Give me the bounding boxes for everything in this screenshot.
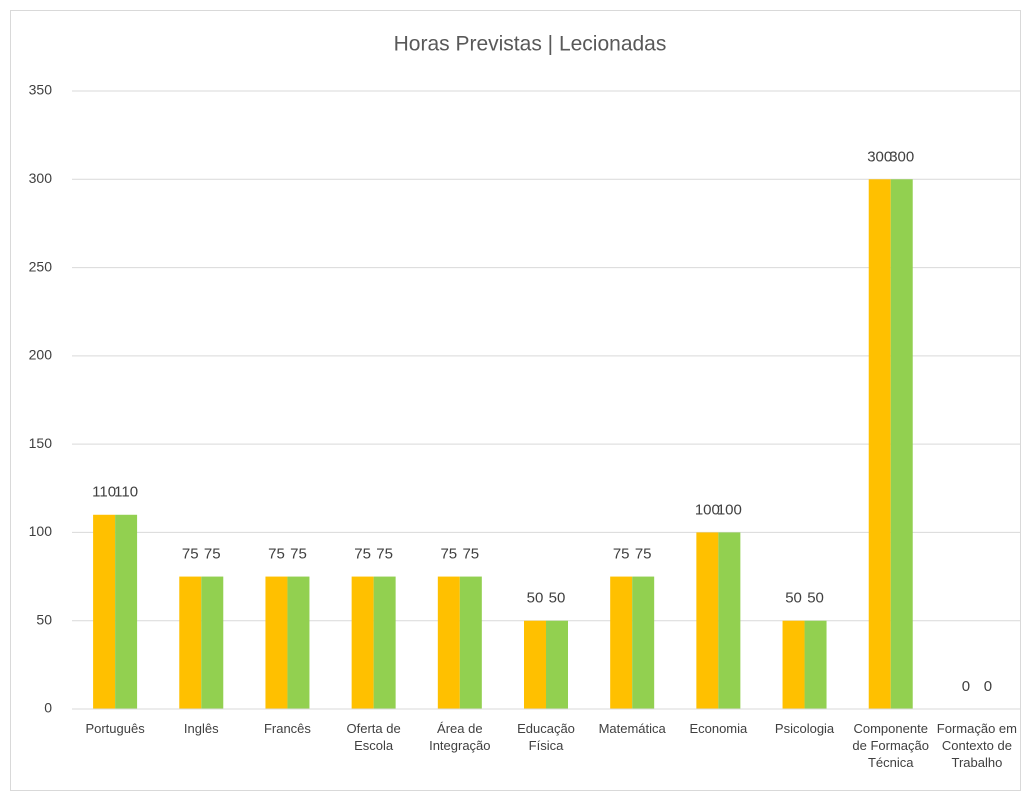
data-label: 0 (962, 678, 970, 695)
y-tick-label: 0 (44, 700, 52, 716)
x-tick-label: Oferta de Escola (346, 721, 401, 753)
y-tick-label: 250 (29, 258, 53, 274)
data-label: 110 (114, 484, 138, 501)
bar (201, 576, 224, 709)
data-label: 110 (92, 484, 116, 501)
bar (718, 532, 741, 709)
data-label: 75 (462, 546, 479, 563)
y-tick-label: 100 (29, 523, 53, 539)
chart-border (10, 10, 1021, 791)
data-label: 75 (354, 546, 371, 563)
bar (351, 576, 374, 709)
bar (696, 532, 719, 709)
data-label: 100 (695, 501, 720, 518)
data-label: 300 (889, 148, 914, 165)
x-tick-label: Psicologia (774, 721, 835, 736)
x-tick-label: Área de Integração (429, 721, 491, 753)
data-label: 50 (549, 590, 566, 607)
bar (459, 576, 482, 709)
y-tick-label: 200 (29, 347, 53, 363)
data-label: 300 (867, 148, 892, 165)
bar (179, 576, 202, 709)
data-label: 75 (376, 546, 393, 563)
bar (437, 576, 460, 709)
x-tick-label: Formação em Contexto de Trabalho (936, 721, 1017, 770)
data-label: 100 (717, 501, 742, 518)
bar (265, 576, 288, 709)
x-tick-label: Componente de Formação Técnica (852, 721, 929, 770)
bar (610, 576, 633, 709)
y-tick-label: 300 (29, 170, 53, 186)
data-label: 75 (182, 546, 199, 563)
data-label: 75 (268, 546, 285, 563)
data-label: 0 (984, 678, 992, 695)
bar (868, 179, 891, 710)
bar (782, 620, 805, 709)
x-tick-label: Educação Física (517, 721, 575, 753)
bar (890, 179, 913, 710)
data-label: 75 (290, 546, 307, 563)
y-tick-label: 350 (29, 82, 53, 98)
bar (524, 620, 546, 709)
x-tick-label: Inglês (183, 721, 219, 736)
data-label: 75 (204, 546, 221, 563)
data-label: 75 (440, 546, 457, 563)
bar (804, 620, 827, 709)
data-label: 75 (635, 546, 652, 563)
bar (287, 576, 310, 709)
data-label: 75 (613, 546, 630, 563)
data-label: 50 (527, 590, 544, 607)
bar (373, 576, 396, 709)
bar (546, 620, 568, 709)
bar (115, 514, 138, 709)
x-tick-label: Português (85, 721, 145, 736)
y-tick-label: 50 (36, 611, 52, 627)
chart-title: Horas Previstas | Lecionadas (394, 33, 667, 56)
data-label: 50 (785, 590, 802, 607)
x-tick-label: Economia (689, 721, 748, 736)
y-tick-label: 150 (29, 435, 53, 451)
bar (632, 576, 655, 709)
data-label: 50 (807, 590, 824, 607)
x-tick-label: Francês (263, 721, 311, 736)
bar (93, 514, 116, 709)
x-tick-label: Matemática (598, 721, 666, 736)
